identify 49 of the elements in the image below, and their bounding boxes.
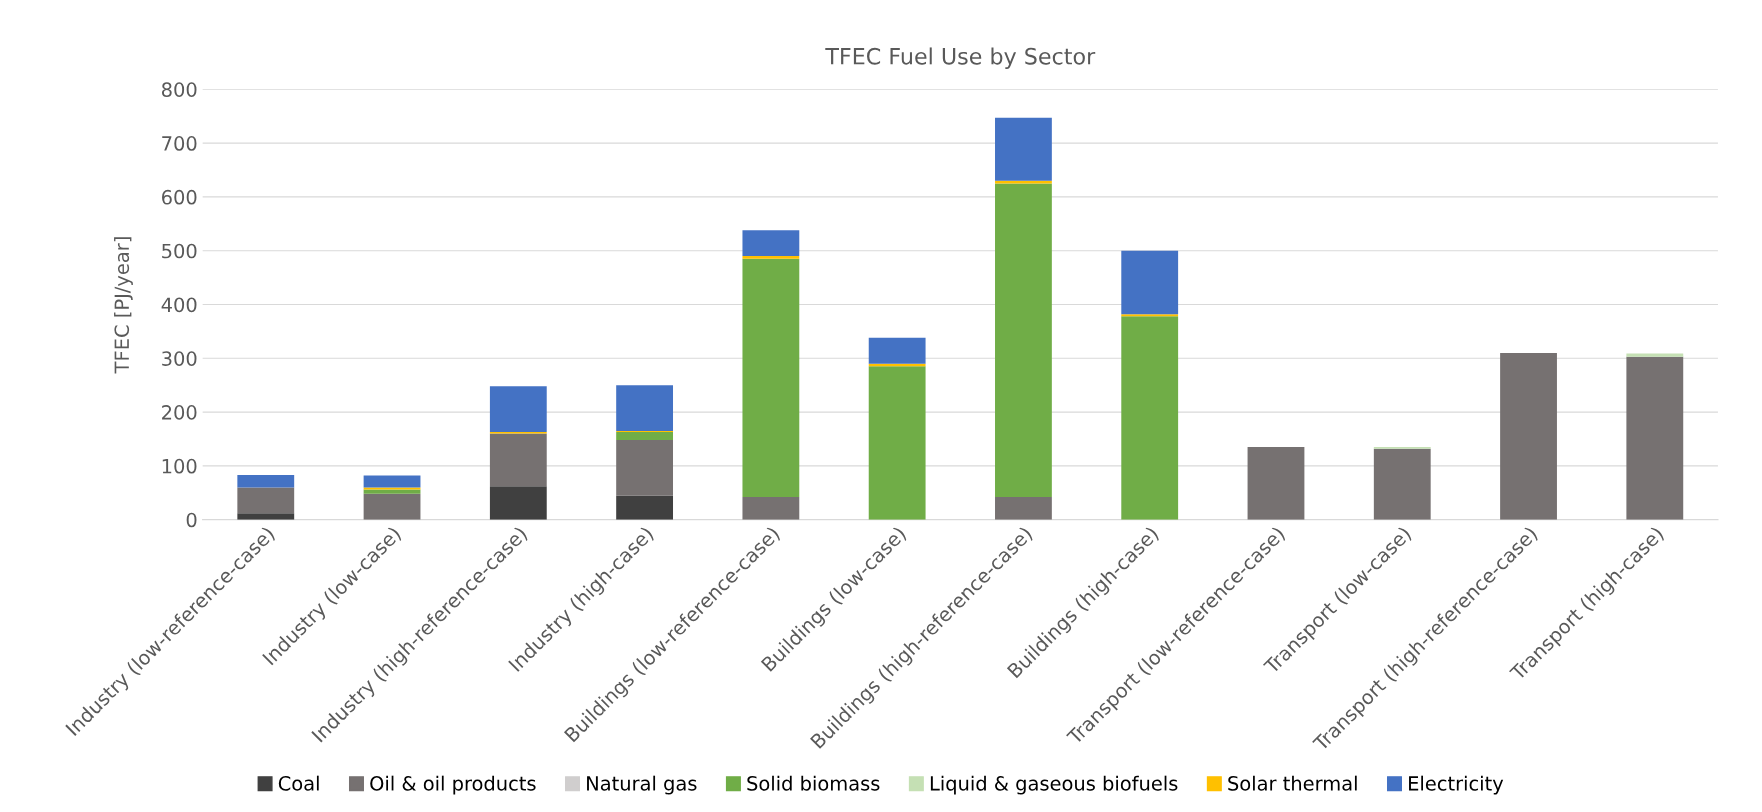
bar <box>995 117 1052 181</box>
legend-label: Natural gas <box>587 775 697 795</box>
bar <box>742 497 800 520</box>
bar <box>868 366 926 520</box>
y-tick-label: 700 <box>162 136 197 151</box>
bar <box>1121 316 1179 520</box>
bar <box>1373 448 1431 520</box>
legend-label: Coal <box>278 775 319 791</box>
bar <box>742 258 800 498</box>
y-tick-label: 300 <box>162 351 197 366</box>
chart-title: TFEC Fuel Use by Sector <box>825 47 1096 69</box>
legend-label: Solid biomass <box>747 775 880 791</box>
bar <box>237 487 295 514</box>
bar <box>237 475 295 488</box>
bar <box>616 495 674 520</box>
bar <box>363 475 421 488</box>
bar <box>868 337 926 364</box>
legend-label: Electricity <box>1409 775 1504 795</box>
bar <box>616 431 674 441</box>
bar <box>742 230 800 257</box>
y-tick-label: 100 <box>162 458 197 474</box>
bar <box>489 486 547 520</box>
y-tick-label: 500 <box>162 243 197 259</box>
bar <box>1626 353 1684 357</box>
bar <box>1121 314 1179 317</box>
legend-label: Solar thermal <box>1228 775 1357 791</box>
bar <box>489 433 547 487</box>
bar <box>1626 356 1684 520</box>
bar <box>1500 352 1557 520</box>
bar <box>1121 250 1179 315</box>
y-tick-label: 200 <box>162 405 197 420</box>
legend-label: Liquid & gaseous biofuels <box>930 775 1178 795</box>
bar <box>489 386 547 432</box>
bar <box>995 497 1052 520</box>
y-tick-label: 800 <box>161 82 197 97</box>
y-tick-label: 0 <box>186 512 197 528</box>
bar <box>616 385 674 431</box>
bar <box>995 183 1052 498</box>
y-tick-label: 400 <box>161 297 197 313</box>
y-tick-label: 600 <box>162 189 197 205</box>
bar <box>742 256 800 259</box>
bar <box>1247 447 1305 520</box>
bar <box>363 489 421 494</box>
bar <box>363 487 421 490</box>
y-axis-title: TFEC [PJ/year] <box>114 237 133 374</box>
legend-label: Oil & oil products <box>370 775 536 795</box>
bar <box>616 440 674 496</box>
bar <box>237 513 295 520</box>
bar <box>363 493 421 520</box>
